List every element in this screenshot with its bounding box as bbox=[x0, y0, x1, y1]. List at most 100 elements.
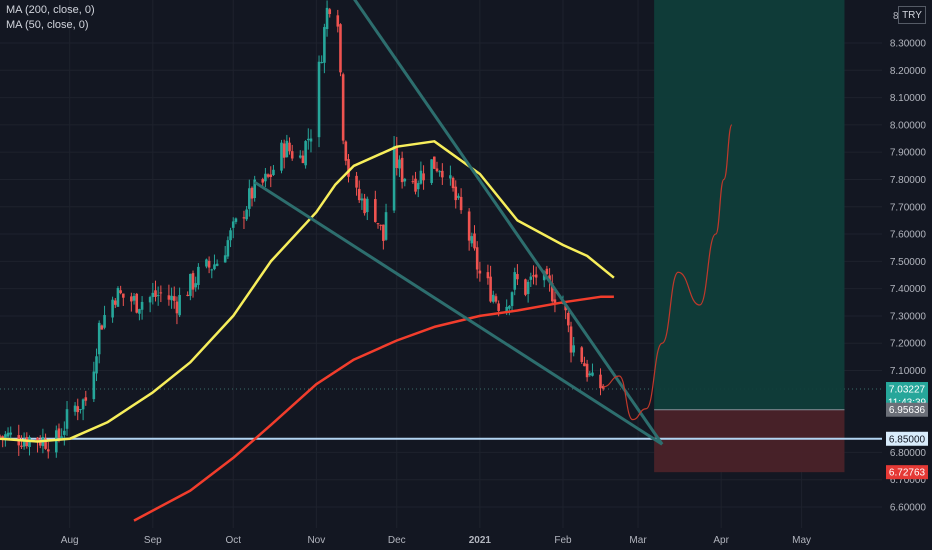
price-tick-label: 7.30000 bbox=[890, 311, 927, 322]
time-tick-label: May bbox=[792, 535, 811, 546]
legend-ma200[interactable]: MA (200, close, 0) bbox=[6, 4, 95, 16]
candle-down bbox=[20, 445, 23, 447]
candle-up bbox=[60, 436, 63, 439]
candle-down bbox=[473, 233, 476, 249]
legend-ma50[interactable]: MA (50, close, 0) bbox=[6, 19, 89, 31]
candle-down bbox=[159, 292, 163, 294]
price-tick-label-partial: 8 bbox=[893, 11, 899, 22]
time-tick-label: Aug bbox=[61, 535, 79, 546]
candle-up bbox=[156, 295, 160, 297]
candle-down bbox=[113, 300, 117, 305]
candle-down bbox=[374, 199, 377, 222]
candle-up bbox=[272, 169, 275, 176]
candle-up bbox=[92, 371, 96, 400]
candle-up bbox=[229, 230, 232, 241]
candle-up bbox=[97, 322, 101, 355]
candle-up bbox=[223, 255, 227, 263]
candle-down bbox=[38, 440, 42, 446]
candle-down bbox=[357, 188, 361, 201]
time-axis-bg bbox=[0, 528, 932, 550]
candle-down bbox=[548, 275, 551, 282]
candle-up bbox=[140, 301, 144, 310]
ma50-line[interactable] bbox=[0, 140, 615, 443]
candle-up bbox=[138, 309, 141, 314]
candle-down bbox=[376, 223, 380, 225]
candle-up bbox=[205, 259, 208, 267]
candle-down bbox=[355, 175, 358, 188]
candle-up bbox=[197, 266, 200, 285]
candle-up bbox=[226, 240, 230, 257]
candle-up bbox=[132, 295, 136, 301]
candle-up bbox=[419, 170, 423, 184]
candle-down bbox=[288, 142, 291, 152]
price-label-bg bbox=[886, 431, 928, 446]
currency-badge[interactable]: TRY bbox=[898, 6, 926, 24]
candle-up bbox=[510, 292, 514, 306]
candle-up bbox=[398, 159, 401, 169]
candle-down bbox=[435, 168, 439, 172]
candle-up bbox=[234, 218, 238, 222]
candle-down bbox=[395, 146, 399, 168]
candle-up bbox=[148, 297, 152, 303]
candle-down bbox=[545, 268, 549, 275]
candle-down bbox=[339, 24, 342, 73]
candle-up bbox=[320, 62, 324, 64]
ma200-line[interactable] bbox=[133, 295, 614, 522]
candle-up bbox=[151, 292, 155, 298]
price-tick-label: 6.70000 bbox=[890, 475, 927, 486]
time-tick-label: Oct bbox=[225, 535, 241, 546]
price-tick-label: 7.50000 bbox=[890, 257, 927, 268]
candle-up bbox=[323, 27, 326, 63]
candle-down bbox=[207, 260, 211, 268]
candle-up bbox=[4, 434, 7, 439]
price-tick-label: 7.80000 bbox=[890, 175, 927, 186]
time-axis[interactable]: Aug Sep Oct Nov Dec 2021 Feb Mar Apr May bbox=[0, 528, 932, 550]
price-tick-label: 7.40000 bbox=[890, 284, 927, 295]
candle-down bbox=[250, 187, 254, 199]
candle-up bbox=[430, 159, 433, 183]
candle-up bbox=[505, 306, 508, 314]
projection-curve[interactable] bbox=[603, 124, 733, 421]
candle-down bbox=[186, 294, 189, 297]
candle-down bbox=[553, 299, 557, 304]
candle-down bbox=[175, 301, 179, 314]
candle-down bbox=[564, 304, 567, 311]
candle-up bbox=[253, 179, 256, 199]
candle-up bbox=[213, 264, 216, 270]
candle-up bbox=[449, 175, 452, 179]
candle-up bbox=[309, 138, 313, 142]
wedge-lower-line[interactable] bbox=[253, 180, 663, 446]
candle-down bbox=[336, 15, 340, 27]
candle-down bbox=[411, 181, 415, 183]
candle-down bbox=[122, 293, 125, 298]
wedge-upper-line[interactable] bbox=[343, 0, 664, 446]
wedge-lines[interactable] bbox=[253, 0, 664, 446]
candle-down bbox=[44, 438, 47, 449]
candle-up bbox=[215, 263, 219, 266]
candle-down bbox=[46, 449, 50, 452]
candle-down bbox=[269, 174, 273, 178]
time-tick-label: Nov bbox=[307, 535, 325, 546]
price-axis[interactable]: 8.30000 8.20000 8.10000 8.00000 7.90000 7.800… bbox=[882, 0, 932, 550]
candle-down bbox=[341, 74, 345, 141]
candle-down bbox=[599, 374, 602, 389]
price-tick-label: 7.20000 bbox=[890, 339, 927, 350]
price-label-stop: 6.72763 bbox=[889, 468, 926, 479]
candle-up bbox=[572, 345, 576, 353]
candle-down bbox=[422, 173, 425, 181]
candle-down bbox=[454, 186, 458, 201]
candle-up bbox=[526, 281, 530, 294]
candle-down bbox=[290, 151, 294, 159]
projection-path[interactable] bbox=[603, 124, 733, 421]
candle-up bbox=[210, 269, 214, 271]
candle-up bbox=[508, 306, 511, 309]
candle-up bbox=[73, 405, 77, 412]
candle-up bbox=[248, 188, 251, 209]
candle-up bbox=[298, 155, 302, 158]
candle-up bbox=[588, 373, 592, 376]
candle-up bbox=[384, 212, 388, 240]
candle-up bbox=[317, 61, 321, 138]
candle-up bbox=[111, 299, 114, 318]
